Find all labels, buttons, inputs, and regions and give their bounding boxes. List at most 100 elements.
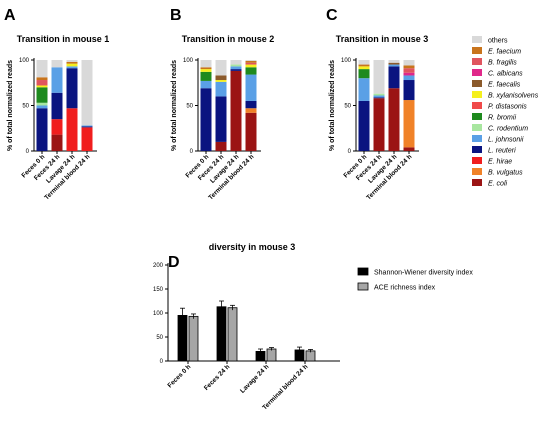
mouse-2-bar-segment-b-xylanisolvens — [200, 69, 212, 72]
mouse-2-bar-segment-e-coli — [245, 112, 257, 151]
chart-mouse-1: Transition in mouse 1 % of total normaliz… — [7, 34, 109, 201]
mouse-3-bar-segment-b-fragilis — [403, 68, 415, 73]
mouse-1-bar-segment-e-faecium — [36, 77, 48, 81]
panel-letter-b: B — [170, 7, 182, 24]
legend-label-b-vulgatus: B. vulgatus — [488, 170, 523, 177]
mouse-1-bar-segment-c-rodentium — [36, 102, 48, 106]
mouse-3-chart-title: Transition in mouse 3 — [336, 34, 429, 44]
mouse-1-bar-segment-b-fragilis — [36, 80, 48, 86]
mouse-2-bar-segment-l-reuteri — [200, 88, 212, 151]
mouse-2-bar-segment-b-xylanisolvens — [215, 80, 227, 82]
mouse-3-bar-segment-e-faecalis — [388, 62, 400, 65]
mouse-1-bar-segment-others — [81, 60, 93, 126]
legend-label-others: others — [488, 38, 508, 45]
legend-swatch-l-johnsonii — [472, 135, 482, 142]
mouse-2-bar-segment-l-johnsonii — [215, 81, 227, 97]
legend-swatch-e-faecalis — [472, 80, 482, 87]
mouse-3-bar-segment-others — [373, 60, 385, 94]
mouse-2-bar-segment-others — [230, 60, 242, 65]
mouse-2-bar-segment-e-coli — [230, 70, 242, 151]
mouse-3-bar-segment-e-coli — [403, 147, 415, 151]
mouse-2-bar-segment-e-faecalis — [215, 75, 227, 81]
mouse-3-bar-segment-e-coli — [373, 98, 385, 151]
legend-label-b-xylanisolvens: B. xylanisolvens — [488, 93, 539, 100]
mouse-2-bar-segment-e-faecium — [200, 67, 212, 70]
mouse-1-y-tick-label: 100 — [19, 58, 30, 64]
mouse-2-bar-segment-e-coli — [215, 141, 227, 151]
legend-swatch-b-vulgatus — [472, 168, 482, 175]
mouse-3-bar-segment-b-vulgatus — [403, 100, 415, 148]
legend-label-r-bromii: R. bromii — [488, 115, 516, 122]
legend-swatch-b-xylanisolvens — [472, 91, 482, 98]
mouse-2-bar-segment-c-rodentium — [230, 64, 242, 67]
mouse-1-bar-segment-l-reuteri — [66, 68, 78, 109]
mouse-3-bar-segment-l-johnsonii — [373, 95, 385, 98]
mouse-3-bar-segment-others — [388, 60, 400, 63]
panel-letter-c: C — [326, 7, 338, 24]
mouse-1-bar-segment-l-johnsonii — [51, 67, 63, 93]
legend-label-l-reuteri: L. reuteri — [488, 148, 516, 155]
diversity-bar-ace-richness-index — [266, 348, 277, 362]
mouse-3-y-tick-label: 50 — [344, 104, 351, 110]
mouse-1-y-axis-label: % of total normalized reads — [7, 60, 14, 151]
mouse-2-bar-segment-b-xylanisolvens — [245, 64, 257, 68]
diversity-legend-label-ace-richness-index: ACE richness index — [374, 285, 436, 292]
species-legend: others E. faecium B. fragilis C. albicans E.… — [472, 36, 539, 188]
mouse-1-bar-segment-e-coli — [51, 134, 63, 151]
legend-label-c-rodentium: C. rodentium — [488, 126, 528, 133]
mouse-2-y-axis-label: % of total normalized reads — [171, 60, 178, 151]
mouse-1-bar-segment-e-hirae — [81, 127, 93, 151]
panel-letter-a: A — [4, 7, 16, 24]
mouse-2-bar-segment-e-faecium — [245, 60, 257, 63]
mouse-2-bar-segment-r-bromii — [245, 67, 257, 75]
legend-label-e-hirae: E. hirae — [488, 159, 512, 166]
mouse-3-bar-segment-e-coli — [388, 88, 400, 151]
mouse-2-bar-segment-l-johnsonii — [230, 66, 242, 70]
mouse-3-y-axis-label: % of total normalized reads — [329, 60, 336, 151]
chart-mouse-3: Transition in mouse 3 % of total normaliz… — [329, 34, 428, 201]
legend-label-e-coli: E. coli — [488, 181, 508, 188]
legend-swatch-e-coli — [472, 179, 482, 186]
mouse-2-bar-segment-others — [245, 60, 257, 61]
diversity-y-tick-label: 100 — [153, 311, 164, 317]
diversity-x-tick-label: Lavage 24 h — [239, 363, 270, 394]
panel-letter-d: D — [168, 254, 180, 271]
legend-label-e-faecium: E. faecium — [488, 49, 521, 56]
mouse-2-bar-segment-others — [215, 60, 227, 76]
mouse-1-bar-segment-l-johnsonii — [66, 66, 78, 69]
diversity-chart-title: diversity in mouse 3 — [209, 242, 296, 252]
diversity-bar-ace-richness-index — [305, 350, 316, 362]
legend-label-c-albicans: C. albicans — [488, 71, 523, 78]
mouse-3-bar-segment-others — [403, 60, 415, 66]
diversity-legend-label-shannon-wiener-diversity-index: Shannon-Wiener diversity index — [374, 270, 473, 277]
mouse-1-bar-segment-b-xylanisolvens — [66, 63, 78, 67]
diversity-bar-ace-richness-index — [227, 307, 238, 362]
mouse-3-y-tick-label: 0 — [348, 149, 352, 155]
mouse-3-y-tick-label: 100 — [341, 58, 352, 64]
diversity-y-tick-label: 0 — [160, 359, 164, 365]
mouse-1-bar-segment-e-hirae — [51, 119, 63, 135]
legend-swatch-e-hirae — [472, 157, 482, 164]
mouse-3-bar-segment-l-reuteri — [403, 80, 415, 101]
mouse-1-chart-title: Transition in mouse 1 — [17, 34, 110, 44]
mouse-3-bar-segment-l-reuteri — [373, 97, 385, 99]
mouse-2-y-tick-label: 100 — [183, 58, 194, 64]
mouse-3-bar-segment-l-reuteri — [358, 100, 370, 151]
mouse-2-bar-segment-l-johnsonii — [245, 74, 257, 101]
diversity-bar-ace-richness-index — [188, 315, 199, 362]
diversity-x-tick-label: Terminal blood 24 h — [261, 363, 309, 411]
mouse-3-bar-segment-l-reuteri — [388, 66, 400, 89]
mouse-3-bar-segment-c-rodentium — [373, 93, 385, 96]
mouse-1-bar-segment-others — [36, 60, 48, 78]
legend-swatch-p-distasonis — [472, 102, 482, 109]
mouse-2-bar-segment-l-reuteri — [245, 100, 257, 109]
diversity-legend-swatch-shannon-wiener-diversity-index — [357, 267, 369, 276]
legend-swatch-b-fragilis — [472, 58, 482, 65]
mouse-1-bar-segment-l-reuteri — [81, 126, 93, 128]
legend-swatch-e-faecium — [472, 47, 482, 54]
mouse-1-bar-segment-e-hirae — [66, 108, 78, 151]
mouse-1-bar-segment-l-reuteri — [36, 108, 48, 151]
diversity-legend-swatch-ace-richness-index — [357, 282, 369, 291]
legend-swatch-others — [472, 36, 482, 43]
